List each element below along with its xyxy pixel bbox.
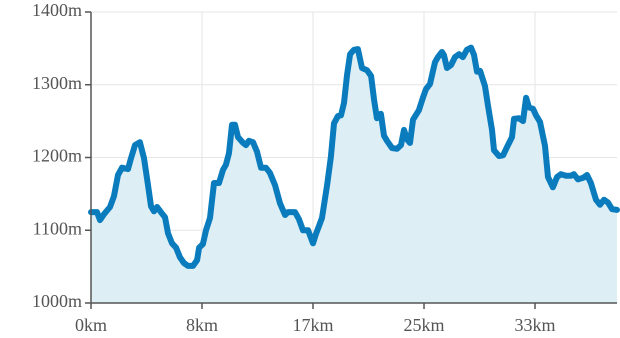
y-tick-label: 1200m bbox=[32, 146, 82, 166]
y-tick-label: 1000m bbox=[32, 291, 82, 311]
y-tick-label: 1400m bbox=[32, 0, 82, 20]
x-tick-label: 17km bbox=[293, 315, 334, 335]
y-tick-label: 1300m bbox=[32, 73, 82, 93]
area-fill bbox=[91, 47, 617, 303]
elevation-line bbox=[88, 44, 620, 269]
x-tick-label: 25km bbox=[404, 315, 445, 335]
y-tick-label: 1100m bbox=[33, 218, 82, 238]
x-tick-label: 8km bbox=[186, 315, 218, 335]
x-tick-label: 33km bbox=[515, 315, 556, 335]
x-tick-label: 0km bbox=[75, 315, 107, 335]
